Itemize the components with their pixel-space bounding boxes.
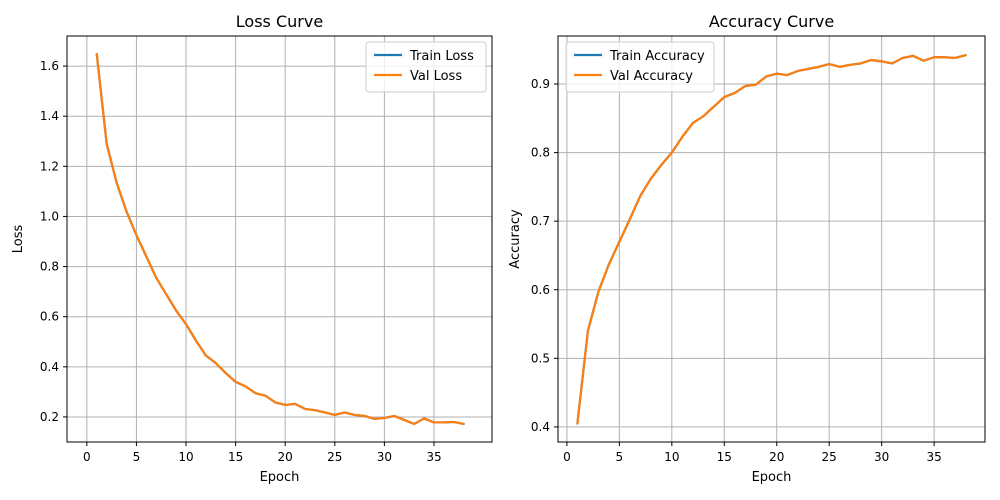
legend-label-train-loss: Train Loss: [409, 49, 474, 64]
loss-chart-frame: [66, 35, 493, 443]
accuracy-x-tick-label: 30: [874, 450, 889, 464]
loss-x-tick-label: 10: [178, 450, 193, 464]
accuracy-y-tick-label: 0.4: [531, 420, 550, 434]
loss-y-tick-label: 1.6: [40, 59, 59, 73]
loss-chart-y-axis-label: Loss: [11, 225, 26, 254]
accuracy-y-tick-label: 0.5: [531, 351, 550, 365]
accuracy-chart: 0 5 10 15 20 25 30 35 0.4 0.5 0.6 0.7 0.8 0.9 Accurac…: [508, 12, 986, 485]
legend-label-val-accuracy: Val Accuracy: [610, 69, 693, 84]
loss-x-tick-label: 20: [278, 450, 293, 464]
loss-y-tick-label: 1.0: [40, 209, 59, 223]
loss-y-tick-label: 0.8: [40, 260, 59, 274]
loss-y-tick-label: 1.2: [40, 159, 59, 173]
accuracy-x-tick-label: 10: [664, 450, 679, 464]
accuracy-x-tick-label: 20: [769, 450, 784, 464]
accuracy-x-tick-label: 25: [822, 450, 837, 464]
accuracy-chart-title: Accuracy Curve: [709, 12, 834, 31]
accuracy-y-tick-label: 0.9: [531, 77, 550, 91]
loss-y-tick-label: 0.6: [40, 310, 59, 324]
loss-chart-legend: Train Loss Val Loss: [365, 41, 487, 93]
series-line-val-accuracy: [576, 54, 967, 425]
accuracy-x-tick-label: 35: [926, 450, 941, 464]
accuracy-x-tick-label: 0: [563, 450, 571, 464]
legend-label-train-accuracy: Train Accuracy: [609, 49, 705, 64]
loss-y-tick-label: 1.4: [40, 109, 59, 123]
loss-chart-x-axis-label: Epoch: [260, 470, 300, 485]
series-line-train-loss: [95, 52, 465, 426]
series-line-val-loss: [95, 52, 465, 426]
loss-x-tick-label: 25: [327, 450, 342, 464]
accuracy-y-tick-label: 0.8: [531, 146, 550, 160]
accuracy-chart-legend: Train Accuracy Val Accuracy: [565, 41, 715, 93]
accuracy-x-tick-label: 15: [717, 450, 732, 464]
accuracy-y-tick-label: 0.6: [531, 283, 550, 297]
accuracy-x-tick-label: 5: [616, 450, 624, 464]
series-line-train-accuracy: [576, 54, 967, 425]
loss-y-tick-label: 0.4: [40, 360, 59, 374]
loss-x-tick-label: 15: [228, 450, 243, 464]
loss-chart-title: Loss Curve: [236, 12, 323, 31]
accuracy-chart-y-axis-label: Accuracy: [508, 209, 523, 269]
loss-x-tick-label: 35: [426, 450, 441, 464]
legend-label-val-loss: Val Loss: [410, 69, 462, 84]
loss-x-tick-label: 0: [83, 450, 91, 464]
loss-y-tick-label: 0.2: [40, 410, 59, 424]
accuracy-y-tick-label: 0.7: [531, 214, 550, 228]
loss-x-tick-label: 30: [377, 450, 392, 464]
accuracy-chart-x-axis-label: Epoch: [752, 470, 792, 485]
loss-chart: 0 5 10 15 20 25 30 35 0.2 0.4 0.6 0.8 1.0 1.2 1.4 1.6 L…: [11, 12, 493, 485]
loss-x-tick-label: 5: [133, 450, 141, 464]
accuracy-chart-frame: [557, 35, 986, 443]
